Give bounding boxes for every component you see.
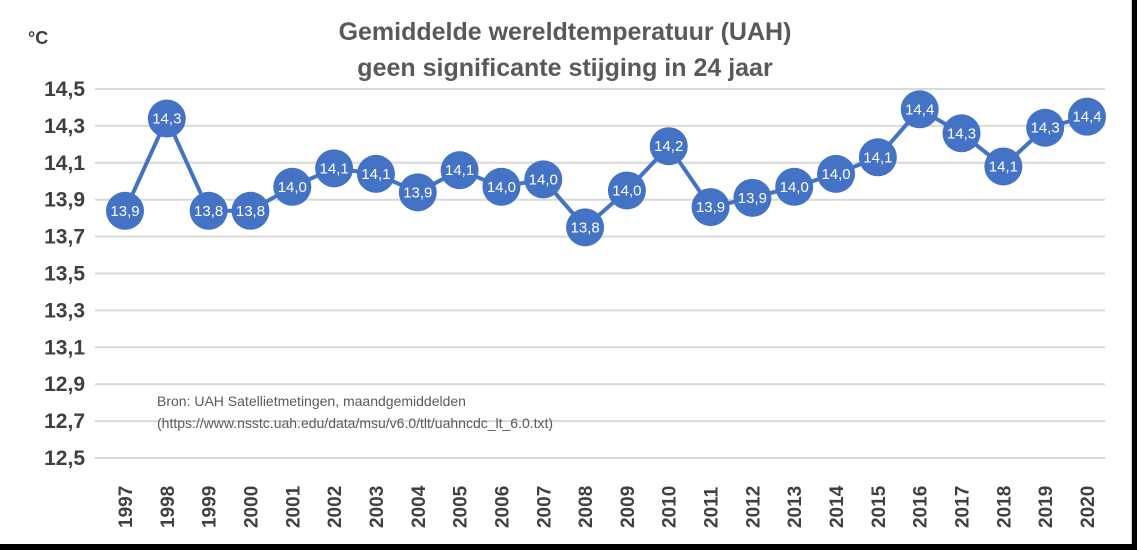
x-tick-label: 2013 [785, 486, 806, 528]
y-tick-label: 14,1 [44, 152, 85, 175]
data-point [607, 171, 646, 210]
x-tick-label: 2019 [1036, 486, 1057, 528]
data-point [1026, 108, 1065, 147]
x-tick-label: 2010 [660, 486, 681, 528]
data-point [440, 151, 479, 190]
y-tick-label: 14,5 [44, 78, 85, 101]
y-tick-label: 13,9 [44, 189, 85, 212]
x-tick-label: 2005 [451, 485, 472, 528]
x-tick-label: 2011 [702, 486, 723, 528]
data-point [231, 191, 270, 230]
data-point [566, 208, 605, 247]
data-point [775, 167, 814, 206]
data-label: 13,9 [110, 203, 139, 220]
x-tick-label: 2006 [492, 486, 513, 528]
x-tick-label: 2015 [869, 485, 890, 528]
x-tick-label: 2009 [618, 486, 639, 528]
data-label: 14,0 [780, 179, 809, 196]
data-point [147, 99, 186, 138]
data-point [106, 191, 144, 230]
data-point [1068, 97, 1106, 136]
data-label: 14,4 [905, 101, 934, 118]
data-point [649, 127, 688, 166]
data-label: 14,0 [529, 171, 558, 188]
data-label: 13,9 [738, 190, 767, 207]
data-label: 14,4 [1072, 109, 1101, 126]
data-point [273, 167, 312, 206]
y-tick-label: 14,3 [44, 115, 85, 138]
data-label: 13,8 [570, 219, 599, 236]
y-tick-label: 13,7 [44, 226, 85, 249]
data-label: 13,8 [194, 203, 223, 220]
data-point [398, 173, 437, 212]
data-label: 14,0 [278, 179, 307, 196]
data-point [691, 188, 730, 227]
data-label: 14,0 [612, 182, 641, 199]
data-point [817, 154, 856, 193]
data-label: 14,3 [947, 125, 976, 142]
data-label: 14,2 [654, 138, 683, 155]
source-annotation-line2: (https://www.nsstc.uah.edu/data/msu/v6.0… [157, 415, 553, 431]
data-point [942, 114, 981, 153]
x-tick-label: 2008 [576, 486, 597, 528]
y-tick-label: 13,1 [44, 336, 85, 359]
y-axis-unit: °C [28, 28, 48, 48]
x-tick-label: 2016 [911, 486, 932, 528]
data-point [524, 160, 563, 199]
data-point [482, 167, 521, 206]
x-tick-label: 2004 [409, 485, 430, 528]
data-point [733, 178, 772, 217]
x-tick-label: 2001 [283, 485, 304, 528]
source-annotation-line1: Bron: UAH Satellietmetingen, maandgemidd… [157, 393, 466, 409]
data-point [356, 154, 395, 193]
x-tick-label: 1997 [116, 486, 137, 528]
chart-title: Gemiddelde wereldtemperatuur (UAH) [339, 18, 792, 46]
data-label: 14,1 [445, 162, 474, 179]
data-point [900, 90, 939, 129]
x-tick-label: 2017 [953, 486, 974, 528]
x-tick-label: 2018 [994, 486, 1015, 528]
x-tick-label: 2012 [743, 486, 764, 528]
data-label: 14,3 [152, 111, 181, 128]
data-label: 13,8 [236, 203, 265, 220]
x-tick-label: 1998 [158, 486, 179, 528]
x-tick-label: 2002 [325, 486, 346, 528]
y-tick-label: 12,5 [44, 447, 85, 470]
y-tick-label: 13,3 [44, 299, 85, 322]
data-label: 14,1 [320, 160, 349, 177]
data-point [189, 191, 228, 230]
data-label: 14,1 [989, 158, 1018, 175]
data-point [315, 149, 354, 188]
x-tick-label: 2014 [827, 485, 848, 528]
data-label: 13,9 [403, 184, 432, 201]
x-tick-label: 2007 [534, 486, 555, 528]
data-point [858, 138, 897, 177]
data-point [984, 147, 1023, 186]
x-tick-label: 1999 [200, 486, 221, 528]
y-tick-label: 12,9 [44, 373, 85, 396]
x-tick-label: 2020 [1078, 486, 1099, 528]
y-tick-label: 13,5 [44, 263, 85, 286]
data-label: 14,1 [361, 166, 390, 183]
data-label: 14,0 [487, 179, 516, 196]
chart-subtitle: geen significante stijging in 24 jaar [357, 54, 773, 82]
x-tick-label: 2003 [367, 486, 388, 528]
data-label: 14,1 [863, 149, 892, 166]
data-label: 14,0 [821, 166, 850, 183]
data-label: 13,9 [696, 199, 725, 216]
x-tick-label: 2000 [241, 486, 262, 528]
data-label: 14,3 [1031, 120, 1060, 137]
y-tick-label: 12,7 [44, 410, 85, 433]
